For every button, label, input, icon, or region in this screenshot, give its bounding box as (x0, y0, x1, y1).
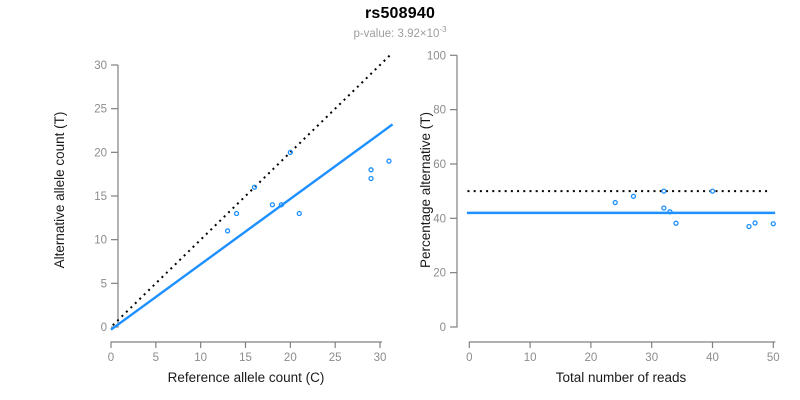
data-point (746, 223, 752, 230)
data-point (269, 202, 276, 208)
figure-subtitle: p-value: 3.92×10-3 (0, 25, 800, 40)
data-point (770, 221, 776, 227)
data-point (612, 199, 618, 206)
figure-title: rs508940 (364, 5, 436, 22)
y-tick-label: 15 (94, 191, 107, 203)
data-point (752, 220, 758, 226)
identity-line (112, 53, 392, 326)
data-point (386, 158, 392, 164)
left-plot: 0 5 10 15 20 25 30 0 5 10 15 20 25 30 Reference allele… (52, 53, 394, 385)
x-tick-label: 0 (466, 352, 472, 364)
y-tick-label: 10 (94, 235, 107, 247)
data-point (673, 220, 679, 226)
right-plot: 0 20 40 60 80 100 0 10 20 30 40 50 Total number of r… (418, 50, 780, 385)
y-tick-label: 60 (433, 159, 446, 171)
fit-line (110, 123, 394, 331)
x-axis-label: Reference allele count (C) (168, 370, 325, 385)
data-point (368, 175, 374, 182)
y-tick-label: 5 (101, 278, 107, 290)
data-point (661, 188, 667, 194)
data-point (368, 167, 374, 173)
data-point (287, 149, 293, 155)
data-point (233, 210, 240, 217)
x-tick-label: 25 (329, 352, 342, 364)
data-point (224, 228, 231, 234)
x-axis-label: Total number of reads (556, 370, 687, 385)
data-point (296, 210, 302, 217)
data-point (667, 209, 673, 215)
x-tick-label: 10 (194, 352, 207, 364)
x-tick-label: 30 (374, 352, 387, 364)
y-axis-label: Percentage alternative (T) (418, 112, 433, 268)
x-tick-label: 20 (585, 352, 598, 364)
data-point (661, 205, 667, 211)
y-tick-label: 25 (94, 104, 107, 116)
p-value-exponent: -3 (439, 25, 447, 34)
x-tick-label: 30 (645, 352, 658, 364)
y-tick-label: 30 (94, 60, 107, 72)
y-tick-label: 80 (433, 105, 446, 117)
data-point (251, 184, 258, 190)
y-tick-label: 40 (433, 213, 446, 225)
p-value-text: p-value: 3.92×10 (353, 27, 440, 40)
x-tick-label: 15 (239, 352, 252, 364)
x-tick-label: 50 (767, 352, 780, 364)
x-tick-label: 40 (706, 352, 719, 364)
x-tick-label: 20 (284, 352, 297, 364)
y-tick-label: 0 (101, 322, 107, 334)
x-tick-label: 5 (153, 352, 159, 364)
data-point (709, 188, 716, 194)
y-tick-label: 20 (433, 268, 446, 280)
x-tick-label: 0 (108, 352, 114, 364)
x-tick-label: 10 (524, 352, 537, 364)
y-tick-label: 0 (440, 322, 446, 334)
data-point (630, 193, 637, 199)
y-axis-label: Alternative allele count (T) (52, 112, 67, 269)
y-tick-label: 100 (427, 50, 446, 62)
y-tick-label: 20 (94, 147, 107, 159)
data-point (278, 202, 285, 208)
